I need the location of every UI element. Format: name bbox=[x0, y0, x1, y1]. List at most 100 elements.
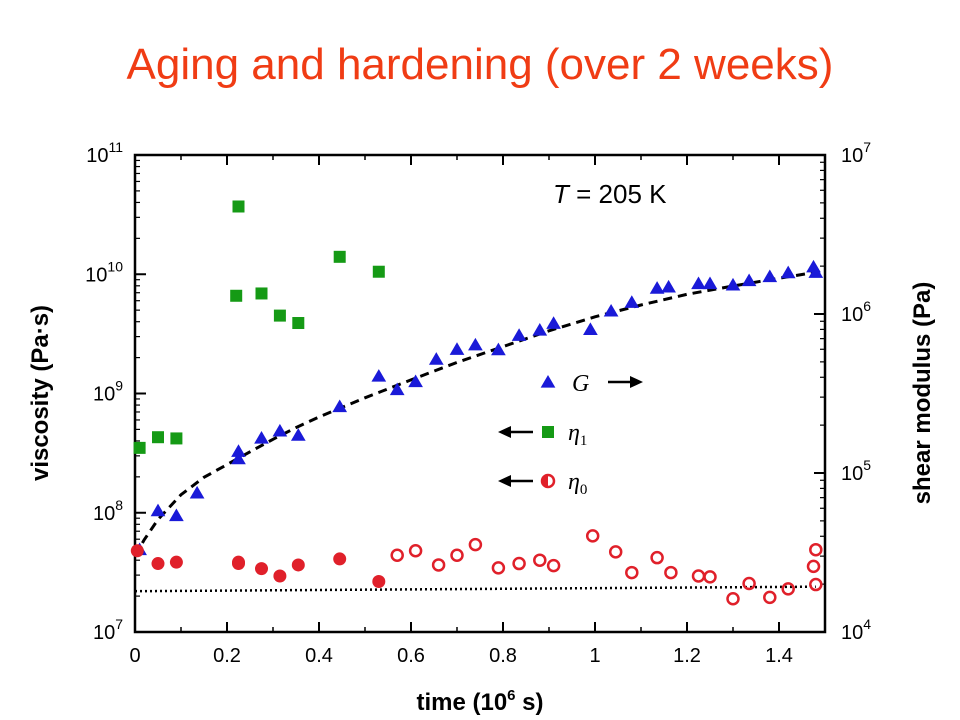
g-point bbox=[780, 265, 796, 279]
g-point bbox=[649, 281, 665, 294]
-0-open-point bbox=[650, 550, 664, 565]
y-right-tick-base: 10 bbox=[841, 304, 863, 326]
x-tick-label: 0.4 bbox=[305, 645, 333, 667]
g-point bbox=[741, 273, 757, 287]
legend-label-eta-subscript: 1 bbox=[580, 433, 588, 449]
g-point bbox=[272, 423, 288, 437]
g-point bbox=[169, 508, 184, 522]
-0-open-point bbox=[691, 569, 706, 583]
g-point bbox=[428, 352, 444, 365]
g-point bbox=[762, 269, 778, 283]
y-right-tick-label: 106 bbox=[841, 298, 871, 326]
x-tick-label: 0.6 bbox=[397, 645, 425, 667]
x-tick-label: 1.4 bbox=[765, 645, 793, 667]
legend-label-eta-subscript: 0 bbox=[580, 482, 588, 498]
-1-point bbox=[333, 250, 346, 263]
legend-label-g: G bbox=[572, 371, 589, 397]
g-point bbox=[449, 342, 465, 355]
-0-open-point bbox=[664, 565, 678, 580]
g-point bbox=[808, 265, 824, 278]
-0-open-point bbox=[450, 548, 464, 563]
y-left-tick-label: 108 bbox=[93, 497, 123, 525]
-0-open-point bbox=[781, 582, 795, 596]
legend-label-eta-symbol: η bbox=[568, 420, 580, 446]
g-point bbox=[332, 399, 348, 413]
-0-open-point bbox=[806, 559, 821, 574]
-0-open-point bbox=[809, 542, 823, 557]
g-point bbox=[583, 322, 598, 336]
g-point bbox=[389, 382, 405, 396]
y-left-tick-base: 10 bbox=[93, 384, 115, 406]
g-point bbox=[231, 444, 246, 457]
-0-open-point bbox=[512, 556, 526, 571]
-0-filled-point bbox=[169, 555, 183, 569]
-0-filled-point bbox=[372, 575, 386, 589]
ticks-layer: 0 0.2 0.4 0.6 0.8 1 1.2 1.410710810910101011104… bbox=[85, 139, 871, 667]
-0-filled-point bbox=[151, 557, 165, 571]
y-left-tick-exp: 10 bbox=[107, 258, 123, 274]
-0-filled-point bbox=[333, 552, 347, 566]
legend-marker-eta0-fill bbox=[542, 475, 548, 487]
g-point bbox=[150, 503, 166, 517]
-0-open-point bbox=[533, 553, 547, 567]
temperature-annotation: T = 205 K bbox=[553, 179, 667, 209]
y-left-tick-base: 10 bbox=[93, 622, 115, 644]
g-point bbox=[624, 295, 640, 308]
-1-point bbox=[372, 265, 385, 278]
-0-open-point bbox=[809, 577, 823, 592]
-0-open-point bbox=[546, 558, 561, 573]
y-axis-right-label: shear modulus (Pa) bbox=[909, 282, 936, 505]
legend-label-eta-symbol: η bbox=[568, 469, 580, 495]
x-axis-label: time (106 s) bbox=[416, 687, 543, 716]
eta0-baseline-dotted-line bbox=[134, 585, 816, 593]
x-tick-label: 0.2 bbox=[213, 645, 241, 667]
legend-marker-g bbox=[540, 375, 556, 388]
-0-open-point bbox=[390, 548, 404, 563]
-1-point bbox=[292, 317, 305, 330]
y-left-tick-exp: 7 bbox=[115, 616, 123, 632]
y-right-tick-label: 107 bbox=[841, 139, 871, 167]
g-point bbox=[468, 337, 483, 351]
temperature-value: = 205 K bbox=[569, 179, 667, 209]
points-layer bbox=[130, 200, 824, 606]
-1-point bbox=[232, 200, 245, 213]
y-right-tick-exp: 4 bbox=[863, 616, 871, 632]
x-axis-label-exp: 6 bbox=[507, 687, 515, 704]
-0-filled-point bbox=[130, 544, 144, 558]
g-point bbox=[603, 303, 619, 317]
y-left-tick-label: 107 bbox=[93, 616, 123, 644]
x-axis-label-main: time (10 bbox=[416, 689, 507, 716]
-0-open-point bbox=[742, 576, 756, 591]
g-point bbox=[725, 277, 741, 291]
x-tick-label: 0 bbox=[129, 645, 140, 667]
y-right-tick-exp: 6 bbox=[863, 298, 871, 314]
-0-filled-point bbox=[273, 569, 287, 583]
legend-label-eta1: η1 bbox=[568, 420, 587, 449]
legend-arrow-left-head bbox=[498, 475, 511, 487]
-0-open-point bbox=[763, 590, 777, 605]
-0-open-point bbox=[491, 561, 506, 575]
g-fit-dashed-line bbox=[133, 270, 817, 557]
-0-open-point bbox=[625, 565, 639, 580]
y-left-tick-label: 109 bbox=[93, 378, 123, 406]
g-point bbox=[661, 279, 676, 293]
y-left-tick-base: 10 bbox=[86, 145, 108, 167]
-0-filled-point bbox=[291, 558, 305, 572]
y-axis-left-label: viscosity (Pa·s) bbox=[27, 305, 54, 481]
-1-point bbox=[273, 309, 286, 322]
-1-point bbox=[170, 432, 183, 445]
y-left-tick-exp: 9 bbox=[115, 378, 123, 394]
g-point bbox=[511, 328, 527, 341]
legend-label-g-main: G bbox=[572, 371, 589, 397]
y-left-tick-base: 10 bbox=[85, 264, 107, 286]
y-left-tick-label: 1010 bbox=[85, 258, 123, 286]
legend-label-eta0: η0 bbox=[568, 469, 587, 498]
slide-title: Aging and hardening (over 2 weeks) bbox=[126, 40, 834, 89]
g-point bbox=[691, 276, 706, 290]
y-right-tick-label: 104 bbox=[841, 616, 871, 644]
y-right-tick-exp: 7 bbox=[863, 139, 871, 155]
-1-point bbox=[152, 431, 164, 444]
-0-open-point bbox=[408, 544, 423, 558]
